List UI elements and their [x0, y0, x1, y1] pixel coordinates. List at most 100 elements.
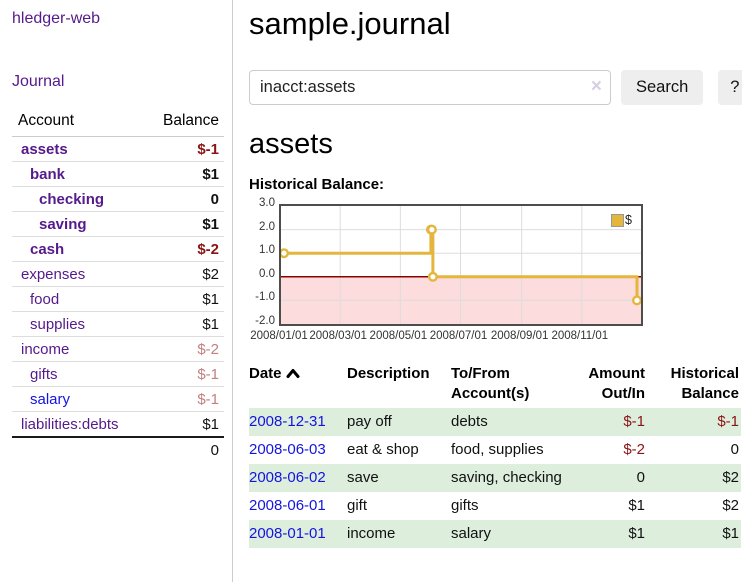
- account-link[interactable]: salary: [30, 390, 71, 408]
- account-row: cash $-2: [12, 236, 224, 262]
- transaction-description: pay off: [347, 413, 392, 430]
- transaction-description: eat & shop: [347, 441, 419, 458]
- transaction-date-link[interactable]: 2008-06-02: [249, 469, 326, 486]
- account-link[interactable]: saving: [39, 215, 87, 233]
- sort-ascending-icon: [286, 369, 300, 378]
- account-balance: $-1: [197, 140, 219, 158]
- account-link[interactable]: food: [30, 290, 60, 308]
- account-link[interactable]: assets: [21, 140, 68, 158]
- account-link[interactable]: supplies: [30, 315, 86, 333]
- chart-title: Historical Balance:: [249, 176, 385, 193]
- column-header-date[interactable]: Date: [249, 362, 347, 408]
- x-axis-tick-label: 2008/03/01: [309, 330, 367, 342]
- column-header-amount: Amount Out/In: [588, 365, 645, 402]
- account-balance: $1: [202, 315, 219, 333]
- column-header-balance: Historical Balance: [670, 365, 739, 402]
- chart-plot-area: $: [279, 204, 643, 326]
- transaction-date-link[interactable]: 2008-01-01: [249, 525, 326, 542]
- account-balance: $1: [202, 415, 219, 433]
- transaction-row: 2008-06-02 save saving, checking 0 $2: [249, 464, 741, 492]
- transaction-row: 2008-06-01 gift gifts $1 $2: [249, 492, 741, 520]
- register-table-body: 2008-12-31 pay off debts $-1 $-1 2008-06…: [249, 408, 741, 548]
- account-link[interactable]: income: [21, 340, 70, 358]
- register-table: Date Description To/From Account(s) Amou…: [249, 362, 741, 548]
- accounts-header-account: Account: [12, 110, 144, 137]
- transaction-amount: $1: [628, 525, 645, 542]
- legend-swatch-icon: [611, 213, 625, 227]
- account-link[interactable]: bank: [30, 165, 66, 183]
- column-header-description: Description: [347, 365, 430, 382]
- transaction-row: 2008-01-01 income salary $1 $1: [249, 520, 741, 548]
- search-button[interactable]: Search: [621, 70, 704, 105]
- sidebar-item-journal[interactable]: Journal: [12, 73, 65, 90]
- transaction-row: 2008-12-31 pay off debts $-1 $-1: [249, 408, 741, 436]
- accounts-header-balance: Balance: [143, 110, 224, 137]
- help-button[interactable]: ?: [718, 70, 742, 105]
- y-axis-tick-label: 1.0: [259, 244, 275, 257]
- transaction-amount: $-1: [623, 413, 645, 430]
- x-axis-tick-label: 2008/05/01: [369, 330, 428, 342]
- sidebar: hledger-web Journal Account Balance asse…: [0, 0, 233, 582]
- main-content: sample.journal × Search ? assets Histori…: [233, 0, 742, 582]
- transaction-balance: 0: [730, 441, 739, 458]
- app-title-link[interactable]: hledger-web: [12, 10, 101, 27]
- transaction-balance: $2: [722, 469, 739, 486]
- transaction-balance: $1: [722, 525, 739, 542]
- account-link[interactable]: gifts: [30, 365, 58, 383]
- x-axis-tick-label: 2008/01/01: [250, 330, 308, 342]
- transaction-balance: $-1: [717, 413, 739, 430]
- x-axis-tick-label: 2008/09/01: [490, 330, 549, 342]
- clear-search-icon[interactable]: ×: [590, 76, 602, 97]
- accounts-table-body: assets $-1 bank $1 checking 0 saving $1 …: [12, 137, 224, 438]
- accounts-total-value: 0: [210, 442, 219, 459]
- account-row: supplies $1: [12, 311, 224, 337]
- accounts-total-row: 0: [12, 437, 224, 463]
- transaction-date-link[interactable]: 2008-06-01: [249, 497, 326, 514]
- account-balance: $-1: [197, 365, 219, 383]
- account-balance: $-2: [197, 240, 219, 258]
- transaction-amount: $-2: [623, 441, 645, 458]
- account-row: assets $-1: [12, 137, 224, 162]
- page-title: sample.journal: [249, 6, 451, 41]
- register-table-header: Date Description To/From Account(s) Amou…: [249, 362, 741, 408]
- x-axis-tick-label: 2008/07/01: [429, 330, 488, 342]
- account-row: food $1: [12, 286, 224, 312]
- account-balance: $-2: [197, 340, 219, 358]
- account-balance: $-1: [197, 390, 219, 408]
- transaction-description: save: [347, 469, 379, 486]
- transaction-amount: $1: [628, 497, 645, 514]
- chart-legend: $: [611, 213, 632, 227]
- account-balance: $1: [202, 215, 219, 233]
- account-row: income $-2: [12, 336, 224, 362]
- account-link[interactable]: checking: [39, 190, 105, 208]
- search-form: × Search ?: [249, 70, 742, 105]
- account-row: salary $-1: [12, 386, 224, 412]
- transaction-accounts: salary: [451, 525, 492, 542]
- transaction-date-link[interactable]: 2008-12-31: [249, 413, 326, 430]
- account-heading: assets: [249, 128, 333, 160]
- date-header-label: Date: [249, 365, 282, 382]
- account-link[interactable]: cash: [30, 240, 65, 258]
- search-input[interactable]: [249, 70, 611, 105]
- accounts-table: Account Balance assets $-1 bank $1 check…: [12, 110, 224, 463]
- y-axis-tick-label: -1.0: [255, 291, 275, 304]
- y-axis-tick-label: -2.0: [255, 315, 275, 327]
- account-row: gifts $-1: [12, 361, 224, 387]
- transaction-accounts: saving, checking: [451, 469, 562, 486]
- account-link[interactable]: liabilities:debts: [21, 415, 119, 433]
- transaction-accounts: food, supplies: [451, 441, 544, 458]
- y-axis-tick-label: 3.0: [259, 197, 275, 209]
- account-row: liabilities:debts $1: [12, 411, 224, 438]
- transaction-date-link[interactable]: 2008-06-03: [249, 441, 326, 458]
- accounts-table-header: Account Balance: [12, 110, 224, 137]
- legend-label: $: [625, 213, 632, 227]
- y-axis-tick-label: 2.0: [259, 220, 275, 233]
- account-link[interactable]: expenses: [21, 265, 86, 283]
- account-row: bank $1: [12, 161, 224, 187]
- account-balance: 0: [210, 190, 219, 208]
- transaction-balance: $2: [722, 497, 739, 514]
- transaction-accounts: debts: [451, 413, 488, 430]
- transaction-row: 2008-06-03 eat & shop food, supplies $-2…: [249, 436, 741, 464]
- transaction-accounts: gifts: [451, 497, 479, 514]
- account-balance: $1: [202, 165, 219, 183]
